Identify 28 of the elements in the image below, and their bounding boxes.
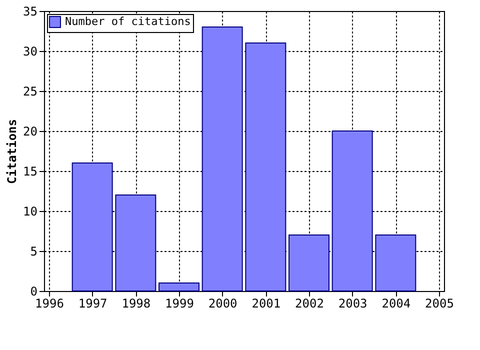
x-tick-label: 2002 bbox=[295, 296, 324, 310]
y-tick-label: 20 bbox=[23, 124, 38, 138]
y-tick-label: 5 bbox=[30, 244, 38, 258]
y-axis-title: Citations bbox=[5, 118, 20, 184]
x-tick-label: 2004 bbox=[382, 296, 411, 310]
y-tick-label: 30 bbox=[23, 44, 38, 58]
bar bbox=[375, 234, 416, 292]
x-tick-label: 1997 bbox=[78, 296, 108, 310]
x-tick-label: 2005 bbox=[425, 296, 454, 310]
legend-label: Number of citations bbox=[65, 15, 191, 28]
bar bbox=[332, 130, 373, 292]
y-tick-label: 10 bbox=[23, 204, 38, 218]
bar bbox=[72, 162, 113, 292]
x-tick-label: 1998 bbox=[122, 296, 151, 310]
bar bbox=[288, 234, 330, 292]
bar bbox=[158, 282, 200, 292]
x-tick-label: 1999 bbox=[165, 296, 194, 310]
x-tick-label: 2003 bbox=[338, 296, 368, 310]
y-tick-label: 0 bbox=[30, 284, 38, 298]
y-tick-label: 25 bbox=[23, 84, 38, 98]
y-tick-label: 35 bbox=[23, 4, 38, 18]
x-tick-label: 2001 bbox=[252, 296, 281, 310]
bar bbox=[115, 194, 156, 292]
x-tick-label: 1996 bbox=[35, 296, 64, 310]
bar bbox=[245, 42, 286, 292]
x-tick-label: 2000 bbox=[208, 296, 238, 310]
bar bbox=[202, 26, 243, 292]
y-tick-label: 15 bbox=[23, 164, 38, 178]
